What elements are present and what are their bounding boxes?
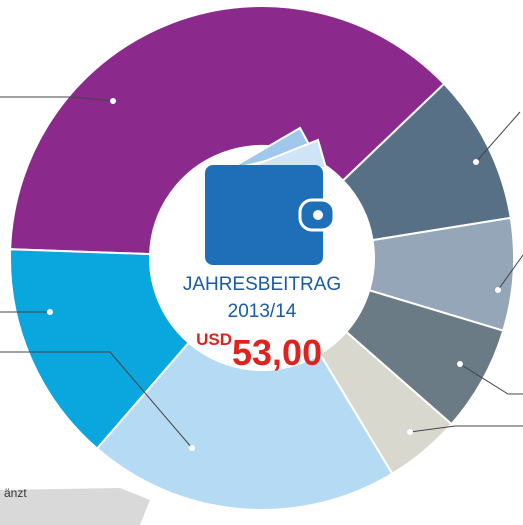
wallet-icon [205,126,336,265]
background-shape [0,488,150,525]
amount: 53,00 [232,332,322,373]
note-text: änzt [4,486,27,500]
donut-ring [9,5,515,511]
currency: USD [196,330,232,349]
leader-lines [0,96,523,451]
center-title: JAHRESBEITRAG [183,274,341,295]
center-period: 2013/14 [228,301,297,322]
